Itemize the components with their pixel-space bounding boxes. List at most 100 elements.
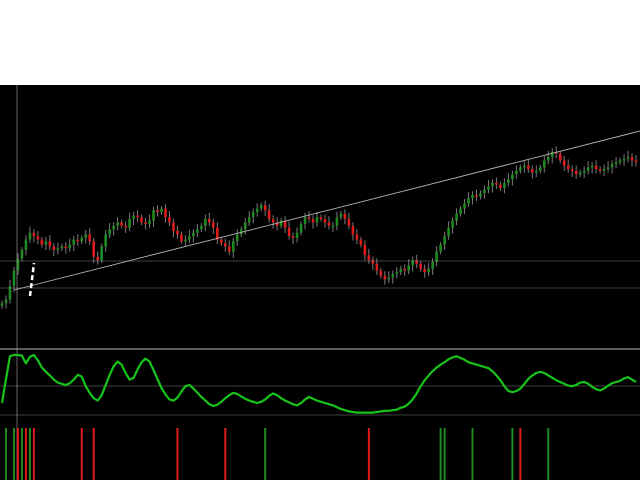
bull-candle <box>618 160 622 163</box>
top-blank-area <box>0 0 640 85</box>
bear-candle <box>227 246 231 252</box>
bull-candle <box>204 218 207 226</box>
bull-candle <box>546 157 550 161</box>
bull-candle <box>44 241 48 245</box>
bull-candle <box>503 182 506 188</box>
bull-candle <box>60 246 64 249</box>
bear-candle <box>208 218 211 223</box>
bull-candle <box>251 212 255 218</box>
bear-candle <box>367 255 371 261</box>
bull-candle <box>339 213 343 218</box>
bull-candle <box>331 225 335 228</box>
bear-candle <box>379 270 383 276</box>
bull-candle <box>128 218 131 228</box>
bull-candle <box>299 224 303 233</box>
bear-candle <box>371 260 375 264</box>
bear-candle <box>64 246 68 249</box>
bull-candle <box>303 217 307 225</box>
bull-candle <box>439 244 442 252</box>
bull-candle <box>479 193 482 197</box>
bear-candle <box>319 217 323 219</box>
bull-candle <box>427 268 430 273</box>
bear-candle <box>475 194 478 197</box>
bull-candle <box>200 225 203 230</box>
bull-candle <box>578 172 582 175</box>
bull-candle <box>471 194 474 199</box>
bull-candle <box>56 248 60 250</box>
bull-candle <box>606 167 610 170</box>
bear-candle <box>375 263 379 271</box>
bear-candle <box>307 217 311 219</box>
bear-candle <box>180 234 183 242</box>
bull-candle <box>28 232 32 240</box>
bull-candle <box>247 217 251 223</box>
bull-candle <box>315 217 319 223</box>
bear-candle <box>168 217 171 223</box>
bull-candle <box>116 222 119 226</box>
price-panel[interactable] <box>0 146 638 309</box>
bear-candle <box>287 227 291 237</box>
bear-candle <box>92 241 96 257</box>
bear-candle <box>311 218 315 223</box>
bull-candle <box>84 234 88 238</box>
bull-candle <box>132 215 135 219</box>
oscillator-panel[interactable] <box>0 348 640 416</box>
bull-candle <box>550 151 554 158</box>
bull-candle <box>399 268 403 273</box>
bull-candle <box>148 220 151 225</box>
bear-candle <box>76 239 80 242</box>
chart-canvas[interactable] <box>0 85 640 480</box>
bear-candle <box>383 275 387 280</box>
bull-candle <box>4 299 8 304</box>
bear-candle <box>598 169 602 171</box>
bear-candle <box>527 165 530 170</box>
bear-candle <box>343 213 347 219</box>
bear-candle <box>36 236 40 240</box>
bull-candle <box>68 244 72 249</box>
bear-candle <box>351 225 355 235</box>
bear-candle <box>355 234 359 240</box>
bull-candle <box>539 167 542 171</box>
bull-candle <box>622 158 626 161</box>
bull-candle <box>411 260 415 266</box>
bull-candle <box>614 162 618 164</box>
bull-candle <box>523 165 526 168</box>
bull-candle <box>491 182 494 187</box>
bull-candle <box>395 272 399 274</box>
selection-marker-icon <box>28 262 36 297</box>
bull-candle <box>590 165 594 168</box>
bull-candle <box>387 277 391 280</box>
bull-candle <box>196 229 199 233</box>
bear-candle <box>327 222 331 226</box>
bull-candle <box>407 265 411 271</box>
bear-candle <box>531 169 534 173</box>
bear-candle <box>156 210 159 213</box>
bull-candle <box>626 157 630 159</box>
bear-candle <box>570 169 574 171</box>
bear-candle <box>164 208 167 218</box>
bull-candle <box>0 303 4 306</box>
bull-candle <box>235 234 239 242</box>
bull-candle <box>8 286 12 300</box>
trend-line <box>13 130 640 291</box>
bull-candle <box>24 239 28 250</box>
chart-window[interactable] <box>0 85 640 480</box>
bear-candle <box>267 210 271 219</box>
bull-candle <box>431 261 434 269</box>
bear-candle <box>32 232 36 237</box>
signal-panel <box>4 428 550 480</box>
bull-candle <box>582 170 586 173</box>
bull-candle <box>487 186 490 190</box>
bull-candle <box>108 229 111 235</box>
bear-candle <box>212 222 215 228</box>
oscillator-line <box>0 353 637 414</box>
bull-candle <box>515 170 518 175</box>
bear-candle <box>40 239 44 245</box>
bull-candle <box>184 239 187 242</box>
bear-candle <box>120 222 123 226</box>
bear-candle <box>574 170 578 175</box>
bull-candle <box>610 163 614 168</box>
bull-candle <box>542 160 546 168</box>
bear-candle <box>275 222 279 226</box>
bull-candle <box>463 203 466 209</box>
